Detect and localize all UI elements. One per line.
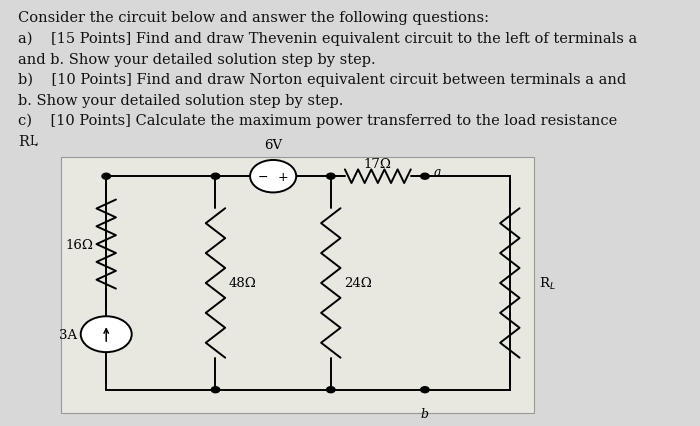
- Text: 17Ω: 17Ω: [364, 158, 392, 170]
- Text: 3A: 3A: [59, 328, 77, 341]
- Text: R: R: [18, 134, 29, 148]
- Text: and b. Show your detailed solution step by step.: and b. Show your detailed solution step …: [18, 52, 376, 66]
- Circle shape: [421, 387, 429, 393]
- Text: 6V: 6V: [264, 139, 282, 152]
- Text: R$_L$: R$_L$: [539, 275, 556, 291]
- Text: b: b: [421, 407, 429, 420]
- Text: c)    [10 Points] Calculate the maximum power transferred to the load resistance: c) [10 Points] Calculate the maximum pow…: [18, 114, 617, 128]
- Text: 24Ω: 24Ω: [344, 277, 372, 290]
- Text: a: a: [434, 166, 442, 179]
- Circle shape: [211, 174, 220, 180]
- FancyBboxPatch shape: [61, 158, 534, 413]
- Circle shape: [211, 387, 220, 393]
- Circle shape: [80, 317, 132, 352]
- Circle shape: [327, 174, 335, 180]
- Circle shape: [250, 161, 296, 193]
- Text: a)    [15 Points] Find and draw Thevenin equivalent circuit to the left of termi: a) [15 Points] Find and draw Thevenin eq…: [18, 32, 638, 46]
- Circle shape: [102, 174, 111, 180]
- Text: 16Ω: 16Ω: [65, 238, 93, 251]
- Circle shape: [327, 387, 335, 393]
- Circle shape: [421, 174, 429, 180]
- Text: b)    [10 Points] Find and draw Norton equivalent circuit between terminals a an: b) [10 Points] Find and draw Norton equi…: [18, 73, 626, 87]
- Text: −: −: [258, 170, 269, 183]
- Text: .: .: [34, 134, 38, 148]
- Text: b. Show your detailed solution step by step.: b. Show your detailed solution step by s…: [18, 93, 344, 107]
- Text: Consider the circuit below and answer the following questions:: Consider the circuit below and answer th…: [18, 11, 489, 25]
- Text: 48Ω: 48Ω: [229, 277, 257, 290]
- Text: L: L: [29, 134, 37, 147]
- Text: +: +: [277, 170, 288, 183]
